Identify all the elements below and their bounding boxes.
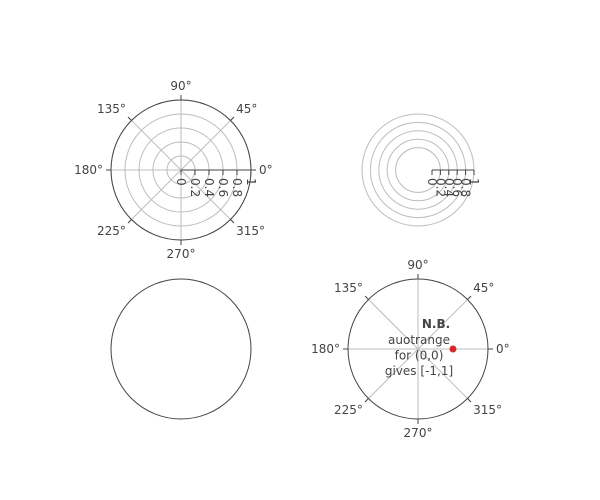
polar-subplot-1: 0° 45° 90° 135° 180° 225° 270° 315° 0 0.2 0.4 0.6 0.… bbox=[74, 79, 273, 261]
angular-tick bbox=[230, 116, 235, 121]
polar-subplot-2: 00.20.40.60.81 bbox=[361, 113, 481, 227]
angular-grid-line bbox=[180, 120, 231, 171]
angular-tick-label: 315° bbox=[473, 403, 502, 417]
angular-tick bbox=[127, 219, 132, 224]
radial-tick-label: 0 bbox=[174, 178, 188, 186]
polar-outer-circle bbox=[110, 278, 252, 420]
annotation-line: for (0,0) bbox=[395, 349, 444, 363]
angular-tick-label: 45° bbox=[236, 102, 257, 116]
radial-tick-label: 0.2 bbox=[188, 178, 202, 197]
annotation-line: auotrange bbox=[388, 333, 450, 347]
angular-tick-label: 135° bbox=[334, 281, 363, 295]
data-point bbox=[449, 345, 457, 353]
annotation-line: gives [-1,1] bbox=[385, 364, 453, 378]
angular-tick-label: 315° bbox=[236, 224, 265, 238]
angular-tick bbox=[230, 219, 235, 224]
angular-grid-line bbox=[368, 348, 419, 399]
angular-grid-line bbox=[131, 169, 182, 220]
angular-tick-label: 135° bbox=[97, 102, 126, 116]
angular-grid-line bbox=[417, 348, 468, 399]
radial-tick-label: 0.6 bbox=[216, 178, 230, 197]
radial-tick-label: 0.2 bbox=[433, 178, 447, 197]
angular-tick-label: 90° bbox=[170, 79, 191, 93]
angular-grid-line bbox=[417, 299, 468, 350]
angular-tick-label: 0° bbox=[496, 342, 510, 356]
angular-tick bbox=[467, 295, 472, 300]
polar-subplot-4: 0° 45° 90° 135° 180° 225° 270° 315° N.B. auotrang… bbox=[311, 258, 510, 440]
radial-tick-label: 0 bbox=[425, 178, 439, 186]
angular-tick-label: 90° bbox=[407, 258, 428, 272]
angular-tick-label: 45° bbox=[473, 281, 494, 295]
angular-grid-line bbox=[131, 120, 182, 171]
angular-tick-label: 270° bbox=[404, 426, 433, 440]
angular-tick bbox=[364, 295, 369, 300]
radial-tick-label: 0.6 bbox=[450, 178, 464, 197]
radial-tick-label: 0.8 bbox=[459, 178, 473, 197]
angular-tick-label: 225° bbox=[97, 224, 126, 238]
angular-grid-line bbox=[180, 169, 231, 220]
radial-tick-label: 0.8 bbox=[230, 178, 244, 197]
annotation-title: N.B. bbox=[422, 317, 450, 331]
angular-tick-label: 180° bbox=[74, 163, 103, 177]
radial-tick-label: 0.4 bbox=[442, 178, 456, 197]
polar-subplot-3 bbox=[110, 278, 252, 420]
angular-tick-label: 270° bbox=[167, 247, 196, 261]
angular-tick-label: 180° bbox=[311, 342, 340, 356]
angular-tick bbox=[364, 398, 369, 403]
angular-tick-label: 225° bbox=[334, 403, 363, 417]
angular-tick bbox=[467, 398, 472, 403]
radial-tick-label: 1 bbox=[467, 178, 481, 186]
radial-tick-label: 1 bbox=[244, 178, 258, 186]
radial-tick-label: 0.4 bbox=[202, 178, 216, 197]
angular-grid-line bbox=[368, 299, 419, 350]
angular-tick bbox=[127, 116, 132, 121]
angular-tick-label: 0° bbox=[259, 163, 273, 177]
